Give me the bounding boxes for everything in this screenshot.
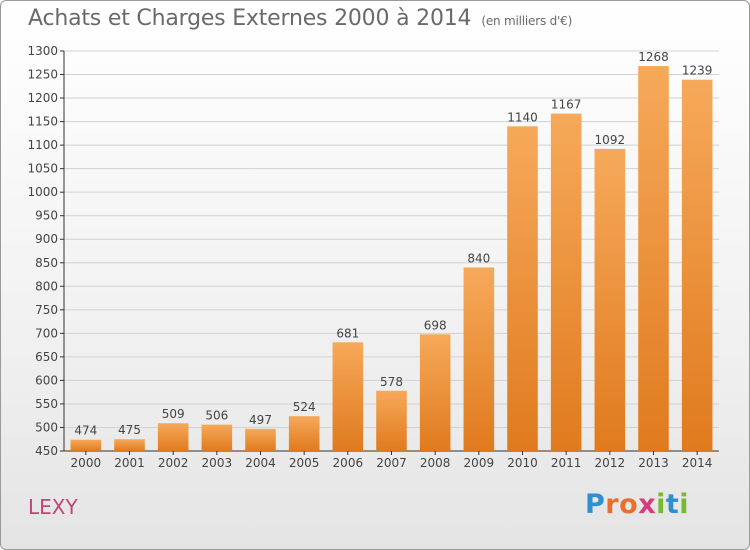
commune-name: LEXY xyxy=(28,495,78,519)
logo-letter: o xyxy=(619,489,639,520)
bar xyxy=(201,424,233,451)
y-tick-label: 1000 xyxy=(27,185,58,199)
y-tick-label: 450 xyxy=(35,444,58,458)
chart-title: Achats et Charges Externes 2000 à 2014 (e… xyxy=(28,6,572,31)
bar xyxy=(463,267,495,451)
bar-value-label: 1092 xyxy=(595,133,626,147)
bar xyxy=(507,126,538,451)
bar xyxy=(245,428,276,451)
x-tick-label: 2014 xyxy=(682,456,713,470)
bar xyxy=(288,416,320,451)
x-tick-label: 2002 xyxy=(158,456,189,470)
bar xyxy=(376,390,407,451)
y-tick-label: 550 xyxy=(35,397,58,411)
x-tick-label: 2012 xyxy=(595,456,626,470)
y-tick-label: 1050 xyxy=(27,162,58,176)
y-tick-label: 1100 xyxy=(27,138,58,152)
y-tick-label: 950 xyxy=(35,209,58,223)
x-tick-label: 2003 xyxy=(202,456,233,470)
x-tick-label: 2009 xyxy=(464,456,495,470)
bar-value-label: 1268 xyxy=(638,50,669,64)
bar xyxy=(638,66,669,451)
logo-letter: r xyxy=(605,489,620,520)
x-tick-label: 2006 xyxy=(333,456,364,470)
bar-value-label: 681 xyxy=(336,326,359,340)
x-tick-label: 2000 xyxy=(71,456,102,470)
chart-subtitle: (en milliers d'€) xyxy=(481,14,573,28)
x-tick-label: 2013 xyxy=(638,456,669,470)
bar-value-label: 1239 xyxy=(682,64,713,78)
x-tick-label: 2010 xyxy=(507,456,538,470)
y-tick-label: 650 xyxy=(35,350,58,364)
y-tick-label: 1250 xyxy=(27,68,58,82)
y-tick-label: 800 xyxy=(35,279,58,293)
bar-value-label: 524 xyxy=(293,400,316,414)
x-tick-label: 2005 xyxy=(289,456,320,470)
bar-value-label: 578 xyxy=(380,375,403,389)
y-tick-label: 600 xyxy=(35,373,58,387)
x-tick-label: 2004 xyxy=(245,456,276,470)
bar xyxy=(594,148,626,451)
y-tick-label: 700 xyxy=(35,326,58,340)
bar-value-label: 497 xyxy=(249,413,272,427)
bar xyxy=(114,439,145,451)
logo-letter: i xyxy=(679,489,690,520)
y-tick-label: 900 xyxy=(35,232,58,246)
y-tick-label: 850 xyxy=(35,256,58,270)
logo-letter: i xyxy=(656,489,666,520)
bar-value-label: 1167 xyxy=(551,98,582,112)
bar xyxy=(550,113,582,452)
logo-letter: t xyxy=(665,489,680,520)
logo-letter: P xyxy=(585,489,606,520)
y-tick-label: 1200 xyxy=(27,91,58,105)
proxiti-logo: Proxiti xyxy=(585,489,689,520)
y-tick-label: 1300 xyxy=(27,44,58,58)
bar-value-label: 475 xyxy=(118,423,141,437)
logo-letter: x xyxy=(638,489,657,520)
x-tick-label: 2007 xyxy=(376,456,407,470)
bar-value-label: 1140 xyxy=(507,110,538,124)
x-tick-label: 2008 xyxy=(420,456,451,470)
bar-value-label: 474 xyxy=(74,424,97,438)
y-tick-label: 1150 xyxy=(27,115,58,129)
x-tick-label: 2011 xyxy=(551,456,582,470)
bar xyxy=(332,342,364,451)
bar xyxy=(157,423,189,451)
bar xyxy=(681,79,713,452)
bar-value-label: 509 xyxy=(162,407,185,421)
bar xyxy=(70,439,102,451)
y-tick-label: 500 xyxy=(35,420,58,434)
bar-value-label: 506 xyxy=(205,409,228,423)
x-tick-label: 2001 xyxy=(114,456,145,470)
bar-value-label: 698 xyxy=(424,318,447,332)
y-tick-label: 750 xyxy=(35,303,58,317)
chart-title-text: Achats et Charges Externes 2000 à 2014 xyxy=(28,6,472,31)
bar xyxy=(419,334,451,451)
bar-value-label: 840 xyxy=(467,251,490,265)
